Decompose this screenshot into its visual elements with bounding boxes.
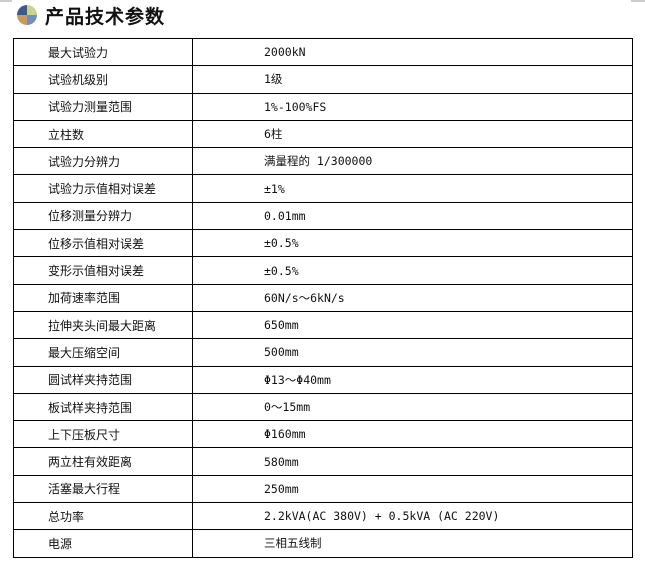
spec-label: 试验力示值相对误差 xyxy=(13,174,193,203)
table-row: 变形示值相对误差 ±0.5% xyxy=(13,256,633,285)
spec-value: 1%-100%FS xyxy=(192,92,633,121)
table-row: 活塞最大行程 250mm xyxy=(13,474,633,504)
spec-label: 最大试验力 xyxy=(13,37,193,67)
spec-label: 活塞最大行程 xyxy=(13,474,193,504)
table-row: 圆试样夹持范围 Φ13～Φ40mm xyxy=(13,365,633,394)
spec-value: 2000kN xyxy=(192,37,633,67)
spec-value: 6柱 xyxy=(192,119,633,149)
spec-label: 加荷速率范围 xyxy=(13,283,193,312)
spec-label: 试验力测量范围 xyxy=(13,92,193,121)
table-row: 试验力示值相对误差 ±1% xyxy=(13,174,633,203)
spec-table: 最大试验力 2000kN 试验机级别 1级 试验力测量范围 1%-100%FS 立柱数 6柱试… xyxy=(13,37,633,558)
spec-label: 位移示值相对误差 xyxy=(13,229,193,258)
spec-value: 2.2kVA(AC 380V) + 0.5kVA (AC 220V) xyxy=(192,502,633,531)
table-row: 两立柱有效距离 580mm xyxy=(13,447,633,476)
section-header: 产品技术参数 xyxy=(17,2,165,28)
table-row: 电源 三相五线制 xyxy=(13,529,633,558)
table-row: 板试样夹持范围 0～15mm xyxy=(13,392,633,422)
spec-label: 试验机级别 xyxy=(13,65,193,94)
table-row: 试验力测量范围 1%-100%FS xyxy=(13,92,633,121)
spec-label: 电源 xyxy=(13,529,193,558)
spec-value: Φ160mm xyxy=(192,420,633,449)
spec-value: 0.01mm xyxy=(192,201,633,231)
spec-value: ±1% xyxy=(192,174,633,203)
spec-value: ±0.5% xyxy=(192,229,633,258)
spec-value: 580mm xyxy=(192,447,633,476)
table-row: 位移示值相对误差 ±0.5% xyxy=(13,229,633,258)
spec-value: 650mm xyxy=(192,310,633,340)
top-edge-right xyxy=(631,0,645,2)
table-row: 位移测量分辨力 0.01mm xyxy=(13,201,633,231)
table-row: 最大压缩空间 500mm xyxy=(13,338,633,367)
spec-value: Φ13～Φ40mm xyxy=(192,365,633,394)
spec-label: 最大压缩空间 xyxy=(13,338,193,367)
spec-value: 三相五线制 xyxy=(192,529,633,558)
table-row: 加荷速率范围 60N/s～6kN/s xyxy=(13,283,633,312)
spec-label: 总功率 xyxy=(13,502,193,531)
spec-label: 变形示值相对误差 xyxy=(13,256,193,285)
spec-label: 拉伸夹头间最大距离 xyxy=(13,310,193,340)
table-row: 总功率 2.2kVA(AC 380V) + 0.5kVA (AC 220V) xyxy=(13,502,633,531)
spec-value: 满量程的 1/300000 xyxy=(192,147,633,176)
table-row: 立柱数 6柱 xyxy=(13,119,633,149)
section-title: 产品技术参数 xyxy=(45,5,166,28)
spec-label: 上下压板尺寸 xyxy=(13,420,193,449)
spec-label: 两立柱有效距离 xyxy=(13,447,193,476)
spec-label: 圆试样夹持范围 xyxy=(13,365,193,394)
spec-value: 1级 xyxy=(192,65,633,94)
pie-quadrant-icon xyxy=(17,5,37,25)
spec-value: 60N/s～6kN/s xyxy=(192,283,633,312)
table-row: 上下压板尺寸 Φ160mm xyxy=(13,420,633,449)
table-row: 最大试验力 2000kN xyxy=(13,37,633,67)
spec-label: 板试样夹持范围 xyxy=(13,392,193,422)
top-edge-left xyxy=(0,0,12,2)
spec-value: ±0.5% xyxy=(192,256,633,285)
spec-label: 立柱数 xyxy=(13,119,193,149)
table-row: 试验机级别 1级 xyxy=(13,65,633,94)
spec-label: 试验力分辨力 xyxy=(13,147,193,176)
table-row: 拉伸夹头间最大距离 650mm xyxy=(13,310,633,340)
table-row: 试验力分辨力 满量程的 1/300000 xyxy=(13,147,633,176)
spec-value: 0～15mm xyxy=(192,392,633,422)
spec-value: 250mm xyxy=(192,474,633,504)
spec-label: 位移测量分辨力 xyxy=(13,201,193,231)
spec-value: 500mm xyxy=(192,338,633,367)
